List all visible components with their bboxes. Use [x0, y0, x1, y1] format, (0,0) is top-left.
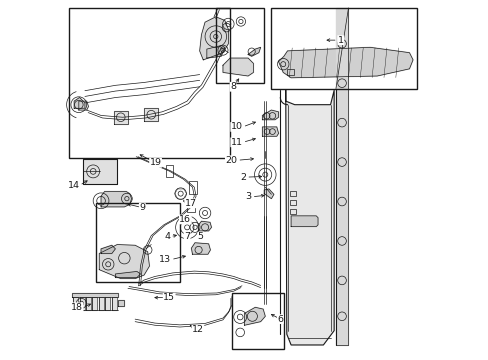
Polygon shape: [244, 307, 265, 325]
Polygon shape: [80, 297, 84, 310]
Polygon shape: [285, 90, 333, 345]
Text: 13: 13: [159, 255, 171, 264]
Polygon shape: [92, 297, 97, 310]
Text: 18: 18: [71, 303, 83, 312]
Bar: [96, 203, 180, 282]
Text: 4: 4: [164, 232, 170, 241]
Polygon shape: [112, 297, 117, 310]
Polygon shape: [144, 108, 158, 121]
Text: 2: 2: [240, 173, 246, 182]
Bar: [165, 165, 173, 177]
Polygon shape: [278, 47, 412, 78]
Text: 6: 6: [277, 315, 283, 324]
Polygon shape: [86, 297, 91, 310]
Polygon shape: [199, 17, 228, 60]
Polygon shape: [73, 297, 78, 310]
Bar: [83, 159, 117, 184]
Bar: [289, 200, 296, 205]
Polygon shape: [264, 189, 273, 199]
Text: 19: 19: [149, 158, 161, 167]
Polygon shape: [99, 244, 149, 279]
Bar: [215, 8, 264, 83]
Polygon shape: [118, 300, 124, 306]
Text: 20: 20: [225, 156, 237, 165]
Polygon shape: [101, 245, 115, 253]
Polygon shape: [335, 8, 348, 345]
Text: 5: 5: [197, 232, 203, 241]
Polygon shape: [206, 45, 224, 58]
Bar: [83, 159, 117, 184]
Text: 7: 7: [184, 232, 190, 241]
Polygon shape: [113, 111, 128, 124]
Text: 10: 10: [230, 122, 242, 131]
Bar: [231, 293, 284, 348]
Text: 12: 12: [191, 325, 203, 334]
Polygon shape: [79, 101, 88, 110]
Polygon shape: [105, 297, 110, 310]
Bar: [271, 8, 416, 89]
Bar: [289, 209, 296, 214]
Polygon shape: [262, 110, 278, 120]
Polygon shape: [198, 221, 211, 231]
Bar: [187, 199, 195, 212]
Text: 16: 16: [179, 215, 191, 224]
Polygon shape: [191, 243, 210, 254]
Bar: [69, 8, 230, 158]
Polygon shape: [101, 192, 131, 207]
Text: 3: 3: [245, 192, 251, 201]
Text: 15: 15: [163, 293, 175, 302]
Polygon shape: [72, 293, 118, 297]
Polygon shape: [247, 47, 260, 56]
Text: 1: 1: [337, 36, 343, 45]
Bar: [188, 181, 196, 194]
Text: 8: 8: [229, 82, 236, 91]
Bar: [289, 191, 296, 196]
Polygon shape: [74, 98, 85, 108]
Text: 9: 9: [139, 203, 145, 212]
Polygon shape: [223, 58, 253, 76]
Polygon shape: [115, 271, 140, 278]
Polygon shape: [99, 297, 104, 310]
Polygon shape: [290, 216, 317, 226]
Text: 14: 14: [67, 181, 80, 190]
Polygon shape: [262, 127, 278, 136]
Bar: [286, 69, 293, 75]
Text: 17: 17: [184, 199, 196, 208]
Text: 11: 11: [230, 138, 242, 147]
